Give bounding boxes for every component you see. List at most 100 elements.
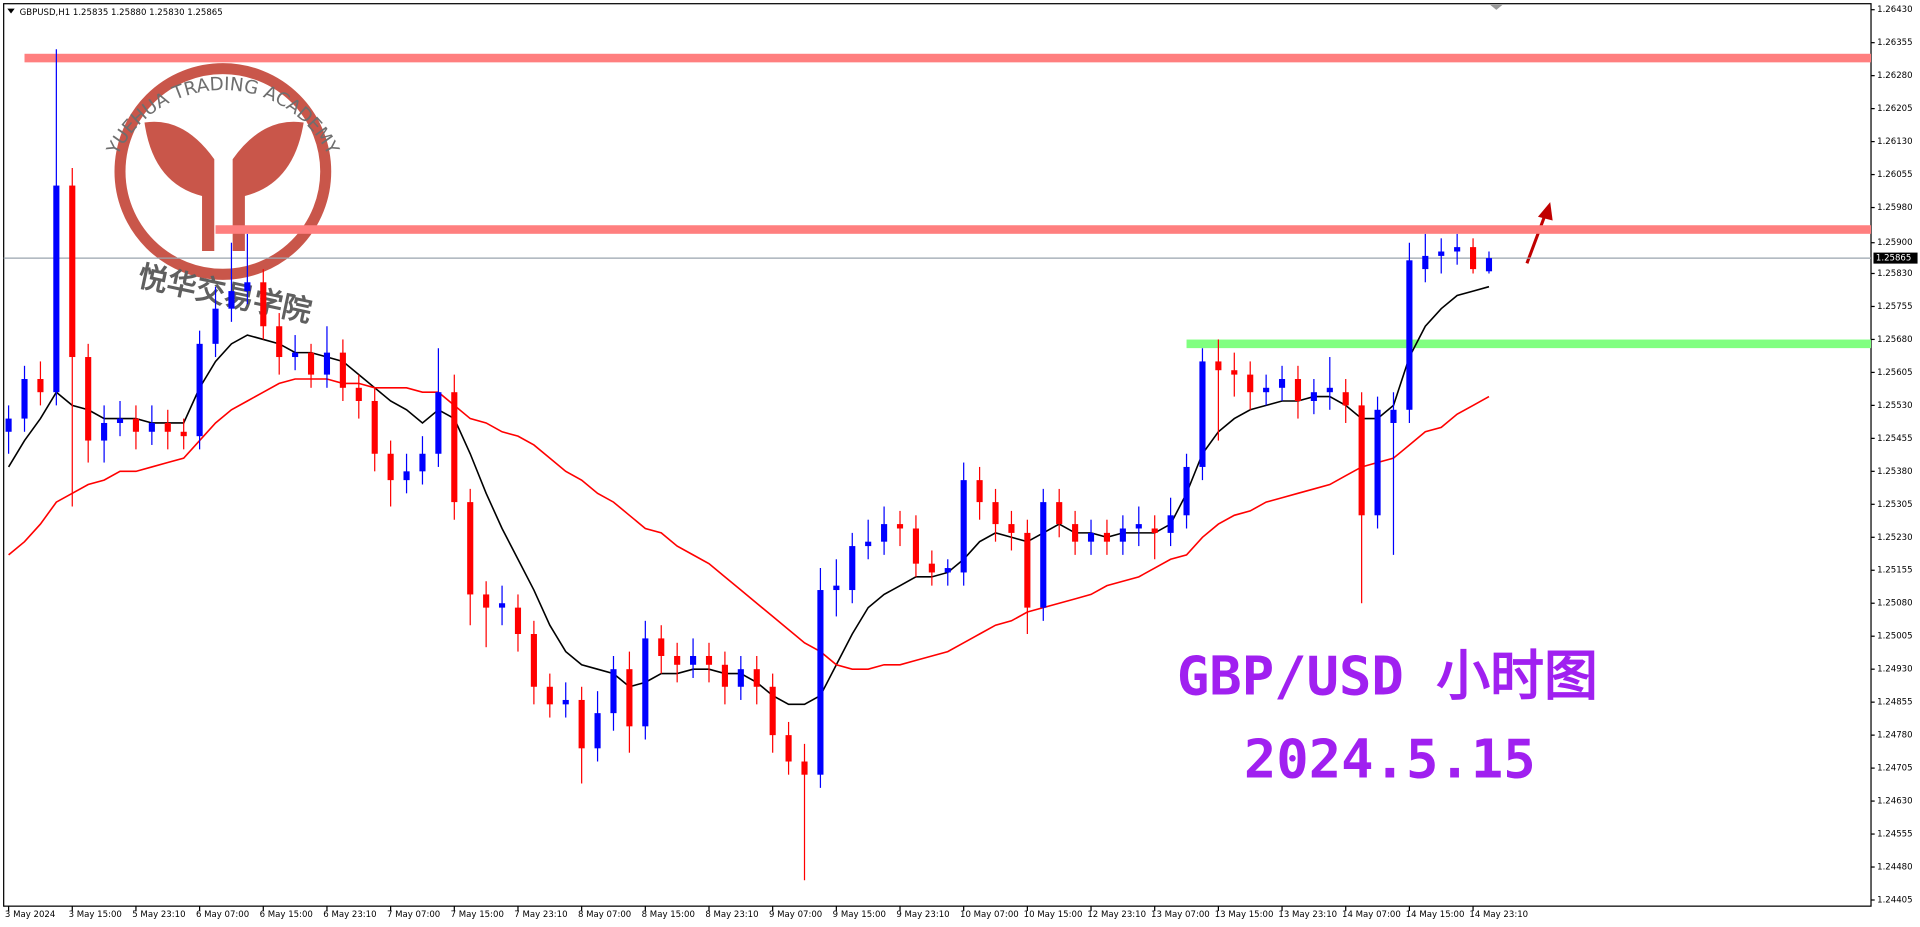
x-tick-label: 5 May 23:10 bbox=[132, 910, 185, 920]
x-tick-label: 14 May 23:10 bbox=[1469, 910, 1528, 920]
candle-body bbox=[1056, 502, 1063, 525]
y-tick-label: 1.25830 bbox=[1877, 269, 1912, 279]
candle-body bbox=[1263, 387, 1270, 393]
candle-body bbox=[260, 282, 267, 327]
y-tick-label: 1.25755 bbox=[1877, 302, 1912, 312]
x-tick-label: 8 May 15:00 bbox=[642, 910, 695, 920]
y-tick-label: 1.26055 bbox=[1877, 170, 1912, 180]
candle-body bbox=[976, 480, 983, 503]
x-tick-label: 14 May 07:00 bbox=[1342, 910, 1401, 920]
candle-body bbox=[1231, 370, 1238, 375]
x-tick-label: 8 May 23:10 bbox=[705, 910, 758, 920]
candle-body bbox=[1040, 502, 1047, 608]
candle-body bbox=[1310, 392, 1317, 401]
x-tick-label: 6 May 07:00 bbox=[196, 910, 249, 920]
y-tick-label: 1.25605 bbox=[1877, 368, 1912, 378]
candle-body bbox=[944, 568, 951, 573]
candle-body bbox=[498, 603, 506, 608]
y-tick-label: 1.24780 bbox=[1877, 731, 1912, 741]
candle-body bbox=[1135, 524, 1142, 529]
candle-body bbox=[467, 502, 474, 595]
candle-body bbox=[737, 669, 744, 687]
candle-body bbox=[1167, 515, 1174, 533]
candle-body bbox=[355, 387, 362, 401]
y-tick-label: 1.25155 bbox=[1877, 566, 1912, 576]
candle-body bbox=[1326, 387, 1333, 393]
candle-body bbox=[658, 638, 665, 656]
x-tick-label: 10 May 15:00 bbox=[1024, 910, 1083, 920]
level-band bbox=[24, 53, 1872, 63]
x-tick-label: 6 May 15:00 bbox=[260, 910, 313, 920]
candle-body bbox=[817, 590, 824, 775]
candle-body bbox=[339, 352, 346, 388]
x-tick-label: 6 May 23:10 bbox=[323, 910, 376, 920]
candle-body bbox=[753, 669, 760, 687]
x-tick-label: 8 May 07:00 bbox=[578, 910, 631, 920]
plot-frame bbox=[3, 3, 1872, 907]
candle-body bbox=[101, 422, 108, 441]
candle-body bbox=[721, 664, 728, 687]
candle-body bbox=[546, 686, 553, 705]
candle-body bbox=[849, 546, 856, 591]
candle-body bbox=[132, 418, 140, 432]
candle-body bbox=[1485, 258, 1493, 272]
x-tick-label: 3 May 15:00 bbox=[69, 910, 122, 920]
candle-body bbox=[769, 686, 776, 736]
x-tick-label: 14 May 15:00 bbox=[1406, 910, 1465, 920]
candle-body bbox=[387, 453, 394, 481]
level-band bbox=[1186, 339, 1872, 349]
candle-body bbox=[1024, 532, 1031, 608]
candle-body bbox=[610, 669, 617, 714]
current-price-label: 1.25865 bbox=[1876, 254, 1911, 264]
y-tick-label: 1.25455 bbox=[1877, 434, 1912, 444]
candle-body bbox=[53, 185, 60, 393]
candle-body bbox=[912, 528, 919, 564]
menu-triangle bbox=[7, 8, 15, 14]
candle-body bbox=[992, 502, 999, 525]
x-tick-label: 13 May 07:00 bbox=[1151, 910, 1210, 920]
candle-body bbox=[180, 431, 187, 437]
x-tick-label: 13 May 15:00 bbox=[1215, 910, 1274, 920]
candle-body bbox=[1454, 247, 1461, 252]
x-tick-label: 7 May 23:10 bbox=[514, 910, 567, 920]
y-tick-label: 1.25530 bbox=[1877, 401, 1912, 411]
candle-body bbox=[514, 607, 522, 635]
arrow-head bbox=[1537, 202, 1553, 221]
candle-body bbox=[1183, 466, 1190, 516]
x-tick-label: 9 May 23:10 bbox=[896, 910, 949, 920]
y-tick-label: 1.25900 bbox=[1877, 238, 1912, 248]
y-tick-label: 1.24930 bbox=[1877, 665, 1912, 675]
candle-body bbox=[801, 761, 808, 775]
x-tick-label: 10 May 07:00 bbox=[960, 910, 1019, 920]
candle-body bbox=[164, 422, 171, 432]
candle-body bbox=[1103, 532, 1111, 542]
candle-body bbox=[435, 392, 442, 454]
annotation: 2024.5.15 bbox=[1244, 728, 1536, 791]
candle-body bbox=[785, 735, 792, 762]
candle-body bbox=[1008, 524, 1015, 533]
candle-body bbox=[1072, 524, 1079, 542]
candle-body bbox=[1470, 247, 1477, 270]
scroll-marker bbox=[1490, 4, 1503, 10]
candle-body bbox=[244, 282, 251, 292]
moving-average bbox=[7, 285, 1490, 706]
y-tick-label: 1.26355 bbox=[1877, 38, 1912, 48]
chart-header: GBPUSD,H1 1.25835 1.25880 1.25830 1.2586… bbox=[20, 8, 223, 18]
y-tick-label: 1.26430 bbox=[1877, 5, 1912, 15]
y-tick-label: 1.25980 bbox=[1877, 203, 1912, 213]
y-tick-label: 1.26280 bbox=[1877, 71, 1912, 81]
candle-body bbox=[483, 594, 490, 608]
candle-body bbox=[1087, 532, 1095, 542]
y-tick-label: 1.25380 bbox=[1877, 467, 1912, 477]
candle-body bbox=[307, 352, 315, 375]
candle-body bbox=[594, 713, 601, 749]
x-tick-label: 13 May 23:10 bbox=[1278, 910, 1337, 920]
y-tick-label: 1.24630 bbox=[1877, 797, 1912, 807]
y-tick-label: 1.24480 bbox=[1877, 863, 1912, 873]
candle-body bbox=[1342, 392, 1349, 406]
candle-body bbox=[642, 638, 649, 727]
candle-body bbox=[626, 669, 633, 727]
candle-body bbox=[85, 357, 92, 441]
